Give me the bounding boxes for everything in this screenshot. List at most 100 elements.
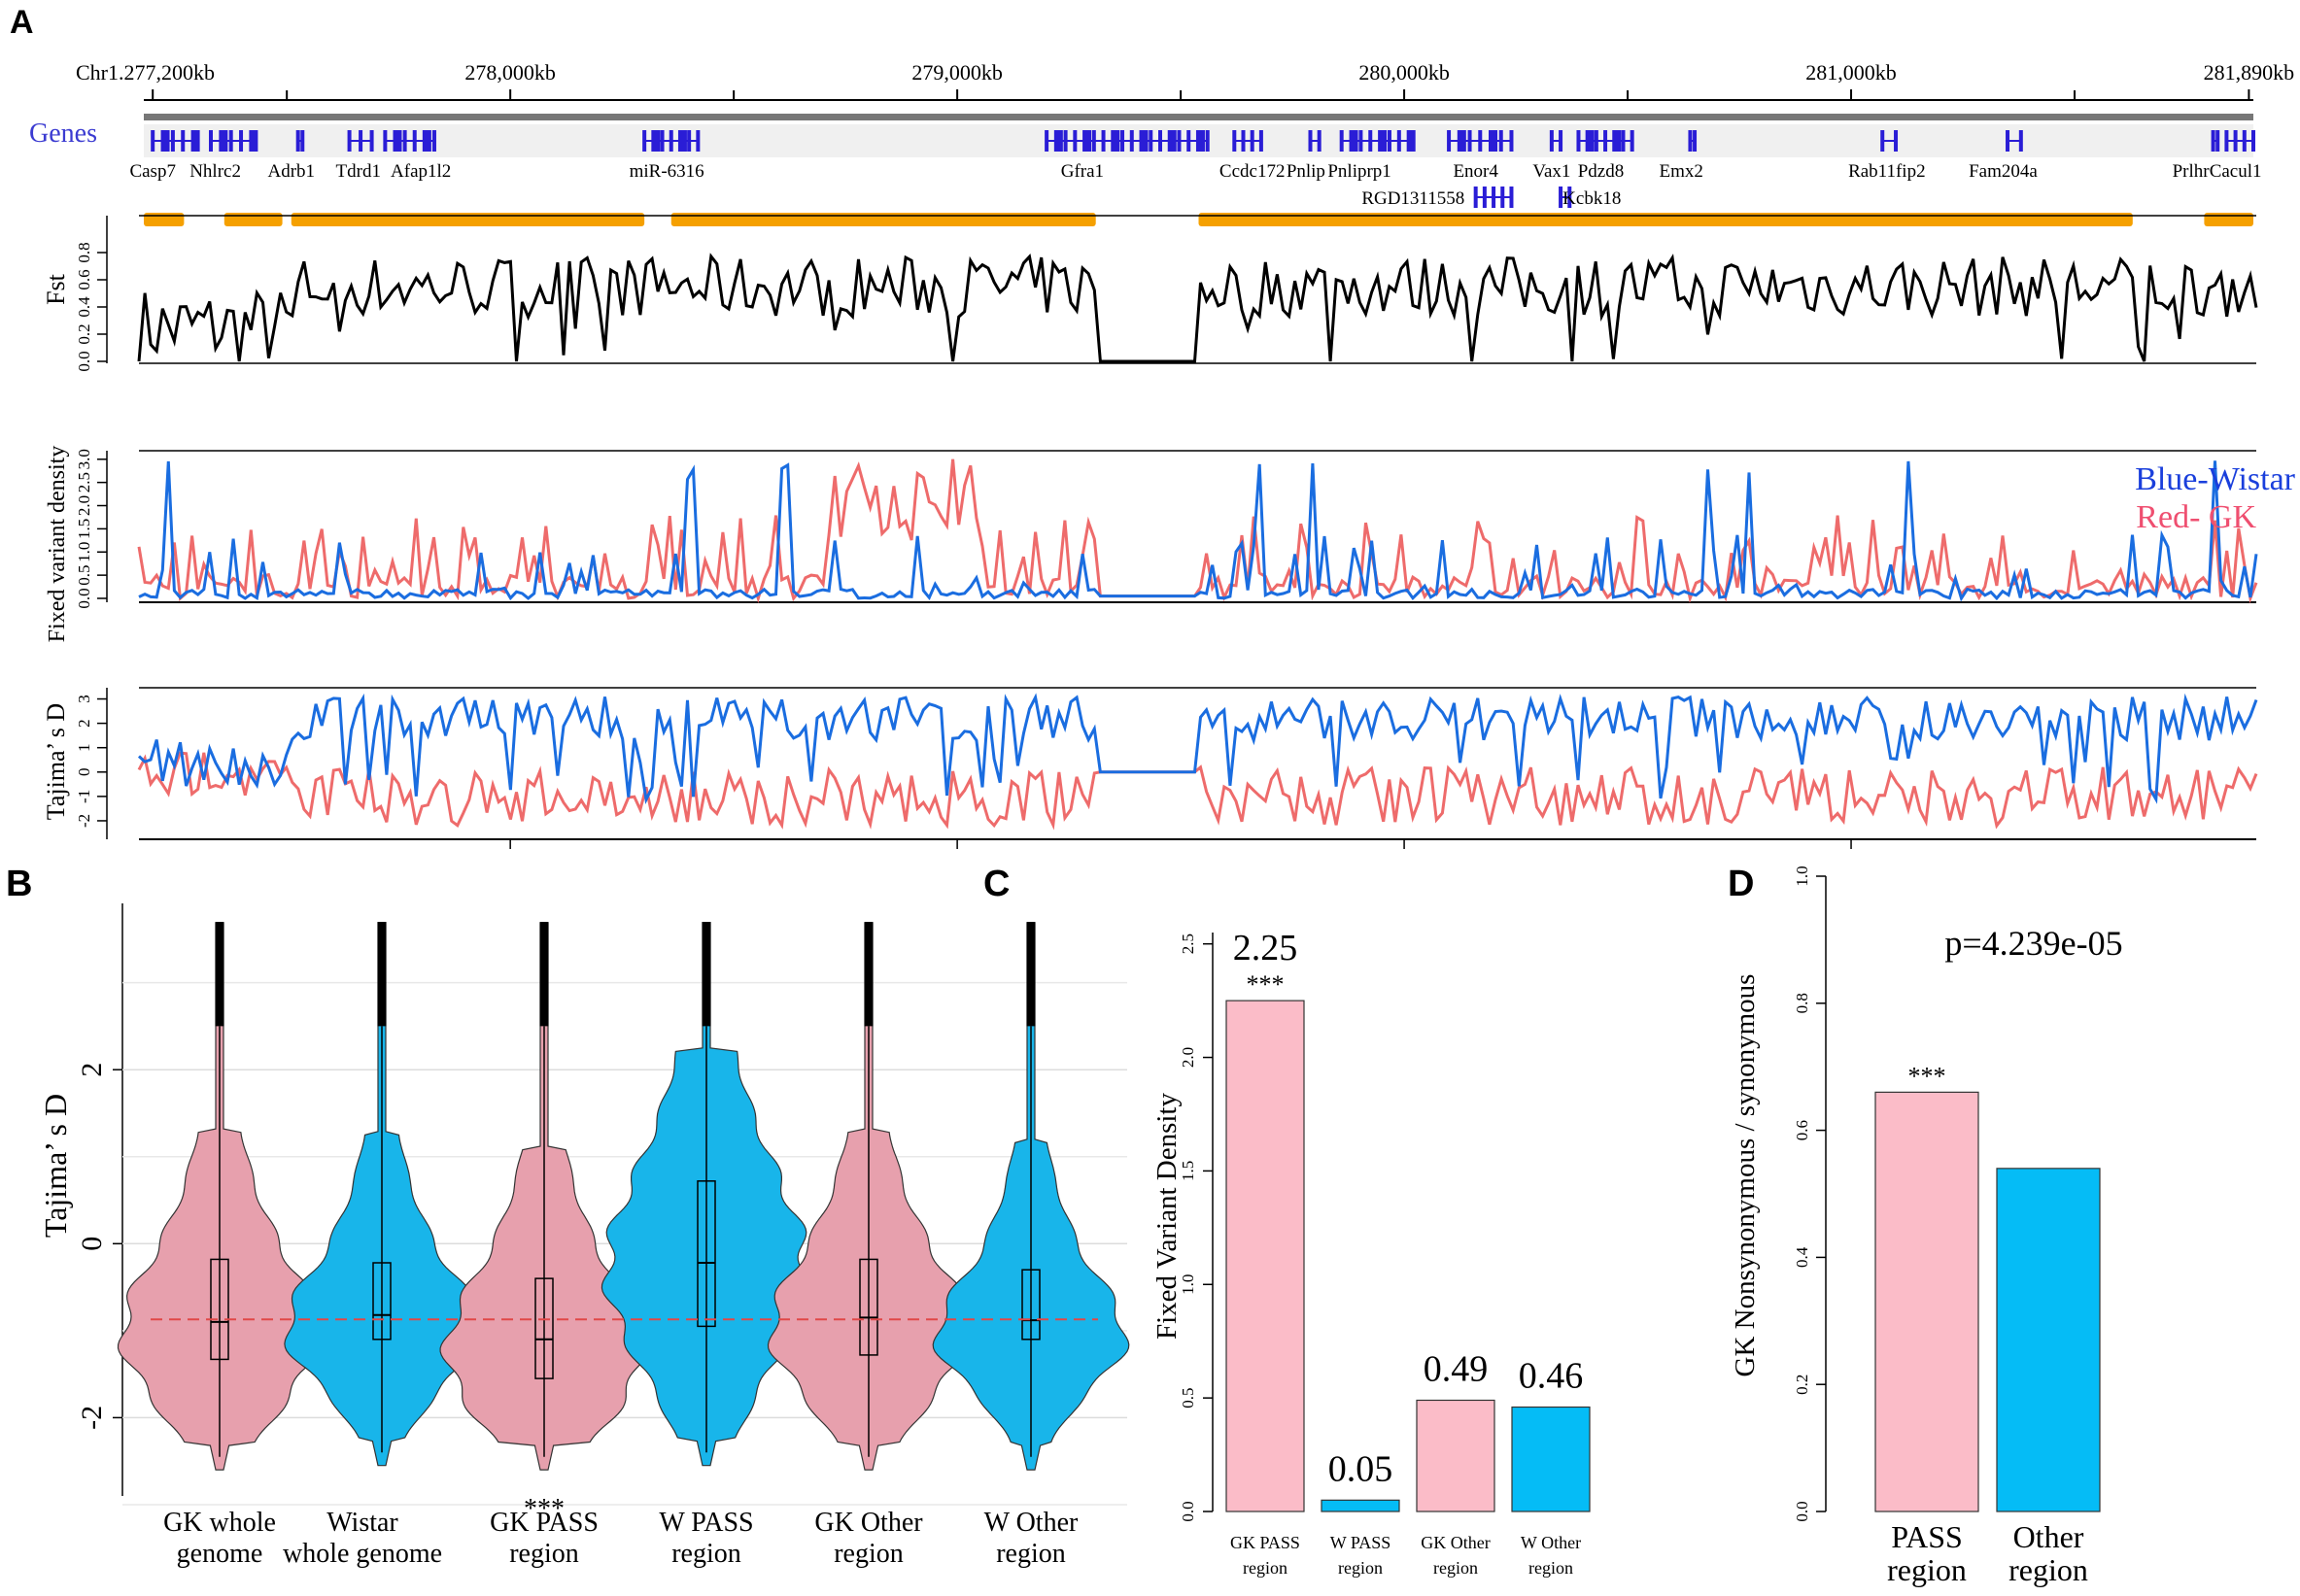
violin-group-label: Wistar — [326, 1508, 398, 1538]
y-tick-label: 0.0 — [75, 351, 93, 371]
gene-exon — [1387, 130, 1391, 152]
gene-exon — [1559, 187, 1563, 208]
gene-exon — [2251, 130, 2255, 152]
gene-exon — [1167, 130, 1177, 152]
gene-exon — [2215, 130, 2220, 152]
gene-exon — [687, 130, 692, 152]
coord-label: 281,890kb — [2204, 60, 2295, 85]
gene-exon — [431, 130, 436, 152]
gene-label: Enor4 — [1453, 161, 1498, 182]
gene-exon — [1045, 130, 1049, 152]
gene-exon — [669, 130, 673, 152]
taj-ylabel: Tajima’ s D — [42, 703, 70, 820]
gene-exon — [1489, 130, 1498, 152]
y-tick-label: 2.5 — [75, 472, 93, 492]
violin-box — [534, 1277, 554, 1379]
bar-category-label: region — [2008, 1552, 2088, 1587]
gene-exon — [1594, 130, 1598, 152]
violin-group-label: genome — [177, 1539, 263, 1569]
gene-label: Adrb1 — [268, 161, 316, 182]
y-tick-label: 0.6 — [1793, 1120, 1811, 1140]
bar-value-label: 0.05 — [1328, 1448, 1393, 1489]
gene-exon — [1063, 130, 1068, 152]
gene-exon — [1473, 187, 1478, 208]
gene-exon — [1317, 130, 1322, 152]
violin-box — [1021, 1269, 1041, 1341]
fvd-ylabel: Fixed variant density — [45, 446, 70, 643]
gene-label: Pnlip — [1287, 161, 1325, 182]
bar-category-label: region — [1243, 1558, 1287, 1578]
violin-box — [859, 1258, 878, 1356]
fvd-wistar-line — [138, 460, 2258, 602]
gene-exon — [300, 130, 305, 152]
panel-label-a: A — [10, 4, 34, 41]
y-tick-label: 0.5 — [1179, 1388, 1197, 1409]
taj-gk-line — [137, 751, 2258, 831]
gene-exon — [412, 130, 417, 152]
y-tick-label: 1.5 — [75, 519, 93, 539]
barc-y-ticks: 0.0 0.5 1.0 1.5 2.0 2.5 — [1179, 934, 1213, 1522]
gene-exon — [1368, 130, 1373, 152]
fst-y-ticks: 0.0 0.2 0.4 0.6 0.8 — [75, 242, 107, 372]
gene-exon — [422, 130, 431, 152]
gene-exon — [160, 130, 170, 152]
bar — [1511, 1406, 1591, 1512]
gene-label: Tdrd1 — [336, 161, 381, 182]
legend-blue-wistar: Blue-Wistar — [2135, 461, 2295, 497]
barc-ylabel: Fixed Variant Density — [1151, 1093, 1183, 1340]
violin-box — [697, 1180, 716, 1328]
fixed-variant-density-track: 0.0 0.5 1.0 1.5 2.0 2.5 3.0 Fixed variant dens… — [45, 446, 2296, 643]
pass-region — [144, 213, 185, 226]
y-tick-label: 1.0 — [1179, 1274, 1197, 1295]
y-tick-label: 2 — [75, 719, 93, 728]
gene-exon — [1157, 130, 1162, 152]
bar — [1996, 1168, 2101, 1512]
gene-exon — [1195, 130, 1205, 152]
gene-exon — [208, 130, 213, 152]
gene-exon — [2233, 130, 2238, 152]
y-tick-label: -1 — [75, 790, 93, 803]
gene-label: RGD1311558 — [1361, 188, 1464, 209]
violin-group-label: GK Other — [814, 1508, 923, 1538]
y-tick-label: 0 — [76, 1237, 108, 1251]
gene-exon — [677, 130, 687, 152]
pvalue-annotation: p=4.239e-05 — [1944, 924, 2122, 963]
gene-exon — [1120, 130, 1125, 152]
violin-group-label: region — [834, 1539, 904, 1569]
gene-exon — [228, 130, 233, 152]
coord-label: 280,000kb — [1358, 60, 1450, 85]
significance-mark: *** — [1247, 970, 1285, 999]
gene-label: Rab11fip2 — [1848, 161, 1926, 182]
y-tick-label: 0.4 — [75, 296, 93, 318]
significance-mark: *** — [524, 1494, 565, 1524]
gene-exon — [1250, 130, 1254, 152]
gene-exon — [1688, 130, 1693, 152]
gene-exon — [1447, 130, 1452, 152]
gene-exon — [1576, 130, 1581, 152]
gene-exon — [1482, 187, 1487, 208]
gene-label: Vax1 — [1532, 161, 1570, 182]
gene-exon — [1378, 130, 1388, 152]
bar — [1321, 1499, 1400, 1512]
y-tick-label: 1.5 — [1179, 1161, 1197, 1181]
bar-value-label: 0.46 — [1519, 1355, 1584, 1396]
violin-group-label: whole genome — [283, 1539, 442, 1569]
gene-exon — [1549, 130, 1554, 152]
gene-label: Emx2 — [1660, 161, 1703, 182]
gene-exon — [2211, 130, 2215, 152]
bard-ylabel: GK Nonsynonymous / synonymous — [1730, 974, 1761, 1377]
gene-exon — [359, 130, 363, 152]
gene-exon — [1091, 130, 1096, 152]
gene-exon — [393, 130, 402, 152]
gene-label: Pnliprp1 — [1327, 161, 1390, 182]
gene-exon — [1612, 130, 1622, 152]
gene-exon — [1500, 187, 1505, 208]
bar — [1874, 1091, 1979, 1512]
gene-exon — [181, 130, 186, 152]
gene-exon — [1082, 130, 1092, 152]
y-tick-label: 0.6 — [75, 269, 93, 289]
violin-group-label: GK whole — [163, 1508, 276, 1538]
barc-bars: 2.25*** GK PASS region 0.05 W PASS region 0.49… — [1225, 928, 1591, 1578]
gene-exon — [1492, 187, 1496, 208]
gene-exon — [1205, 130, 1210, 152]
